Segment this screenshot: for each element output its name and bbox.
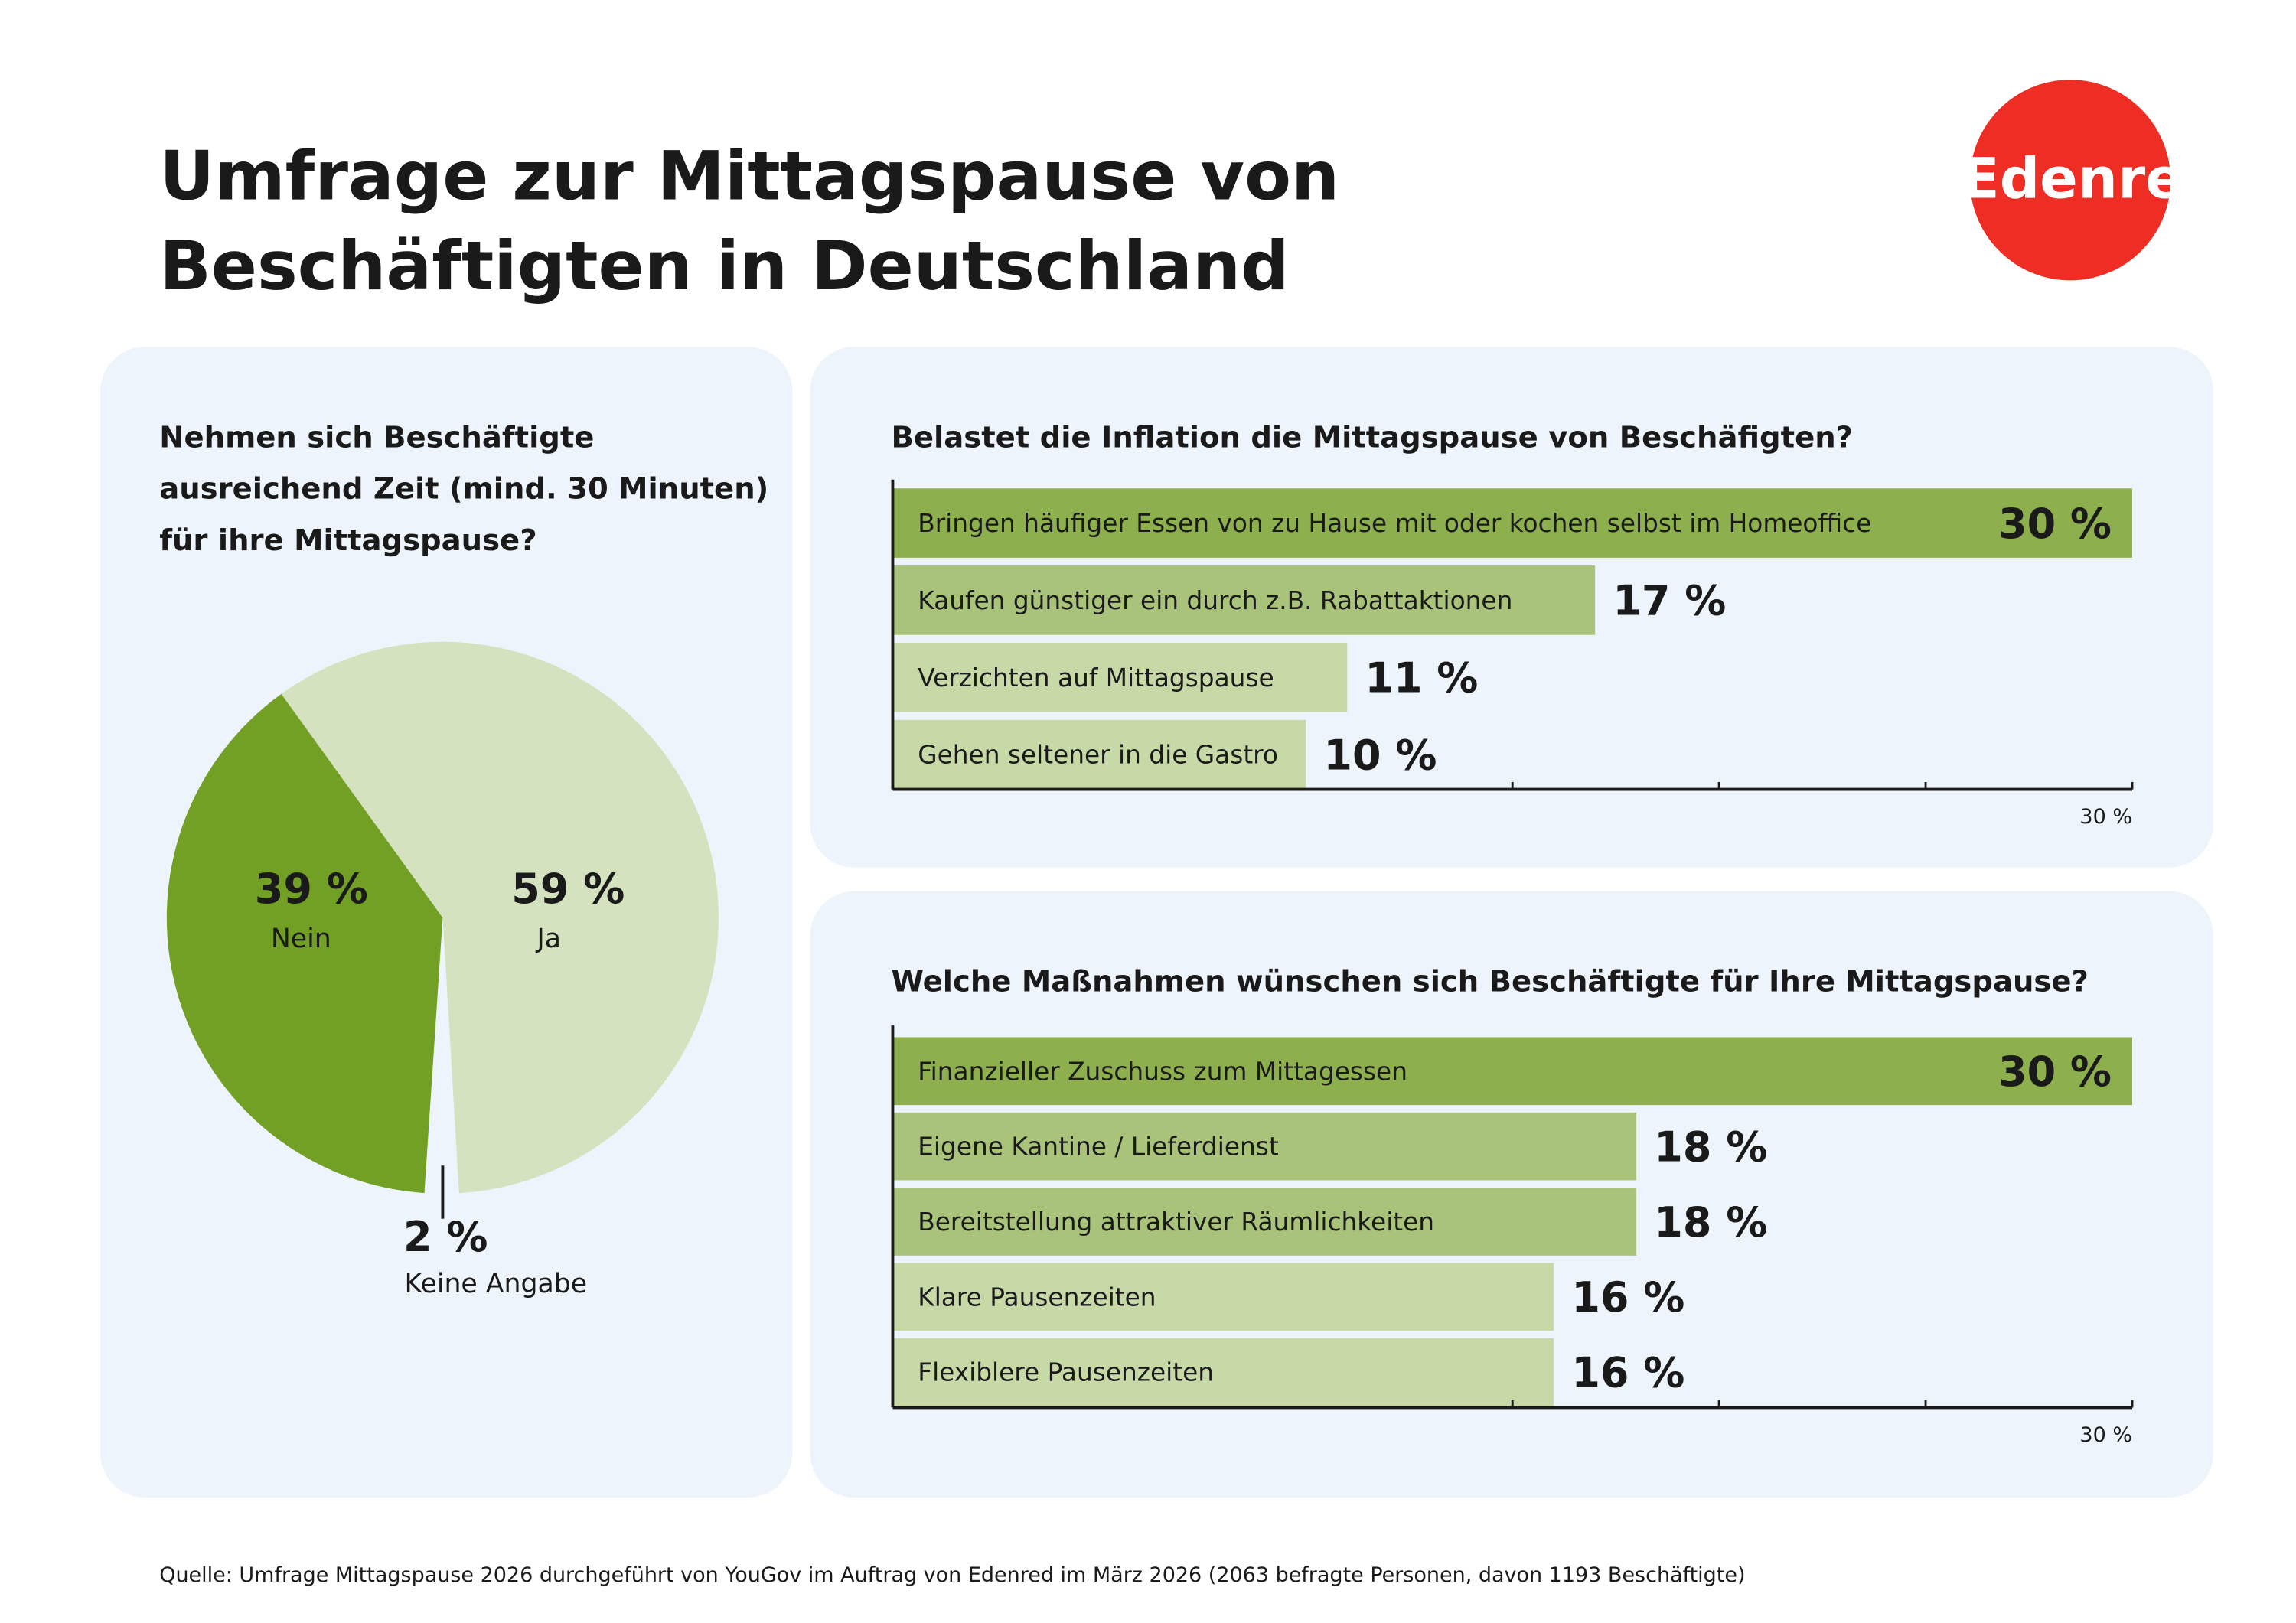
x-tick-label: 30 % <box>2079 1423 2132 1447</box>
value-label: 17 % <box>1613 577 1726 625</box>
logo: Edenred <box>1962 146 2224 211</box>
value-label: 16 % <box>1571 1273 1684 1322</box>
category-label: Flexiblere Pausenzeiten <box>918 1358 1214 1387</box>
category-label: Eigene Kantine / Lieferdienst <box>918 1133 1279 1162</box>
x-tick-label: 30 % <box>2079 805 2132 829</box>
value-label: 30 % <box>1998 1048 2112 1096</box>
value-label: 18 % <box>1654 1198 1767 1247</box>
bar <box>892 1188 1637 1256</box>
bar <box>892 642 1348 712</box>
value-label: 2 % <box>403 1213 488 1261</box>
bar <box>892 719 1306 790</box>
category-label: Bereitstellung attraktiver Räumlichkeite… <box>918 1207 1434 1237</box>
value-label: 30 % <box>1998 500 2112 548</box>
category-label: Finanzieller Zuschuss zum Mittagessen <box>918 1057 1407 1086</box>
value-label: 11 % <box>1365 654 1478 702</box>
logo-circle <box>1969 80 2171 281</box>
pie-slice <box>166 693 443 1194</box>
value-label: 10 % <box>1323 731 1437 779</box>
category-label: Ja <box>535 924 561 954</box>
title: Umfrage zur Mittagspause von <box>159 136 1339 215</box>
bar <box>892 565 1596 635</box>
value-label: 39 % <box>255 865 368 913</box>
bar <box>892 1037 2132 1106</box>
chart-title: Nehmen sich Beschäftigte <box>159 420 594 455</box>
category-label: Klare Pausenzeiten <box>918 1282 1156 1312</box>
chart-title: ausreichend Zeit (mind. 30 Minuten) <box>159 472 768 507</box>
pie-slice <box>281 641 719 1194</box>
value-label: 18 % <box>1654 1123 1767 1171</box>
source: Quelle: Umfrage Mittagspause 2026 durchg… <box>159 1563 1745 1587</box>
bar <box>892 488 2132 558</box>
category-label: Bringen häufiger Essen von zu Hause mit … <box>918 509 1871 538</box>
bar <box>892 1263 1554 1331</box>
pie-slice <box>424 917 459 1194</box>
category-label: Kaufen günstiger ein durch z.B. Rabattak… <box>918 586 1512 615</box>
bar <box>892 1112 1637 1181</box>
value-label: 59 % <box>511 865 625 913</box>
title: Beschäftigten in Deutschland <box>159 227 1289 305</box>
category-label: Keine Angabe <box>404 1269 587 1299</box>
category-label: Gehen seltener in die Gastro <box>918 741 1278 770</box>
chart-title: für ihre Mittagspause? <box>159 523 536 558</box>
category-label: Verzichten auf Mittagspause <box>918 663 1274 693</box>
chart-title: Welche Maßnahmen wünschen sich Beschäfti… <box>892 965 2089 999</box>
bar <box>892 1338 1554 1406</box>
chart-title: Belastet die Inflation die Mittagspause … <box>892 420 1854 455</box>
category-label: Nein <box>271 924 331 954</box>
value-label: 16 % <box>1571 1348 1684 1396</box>
